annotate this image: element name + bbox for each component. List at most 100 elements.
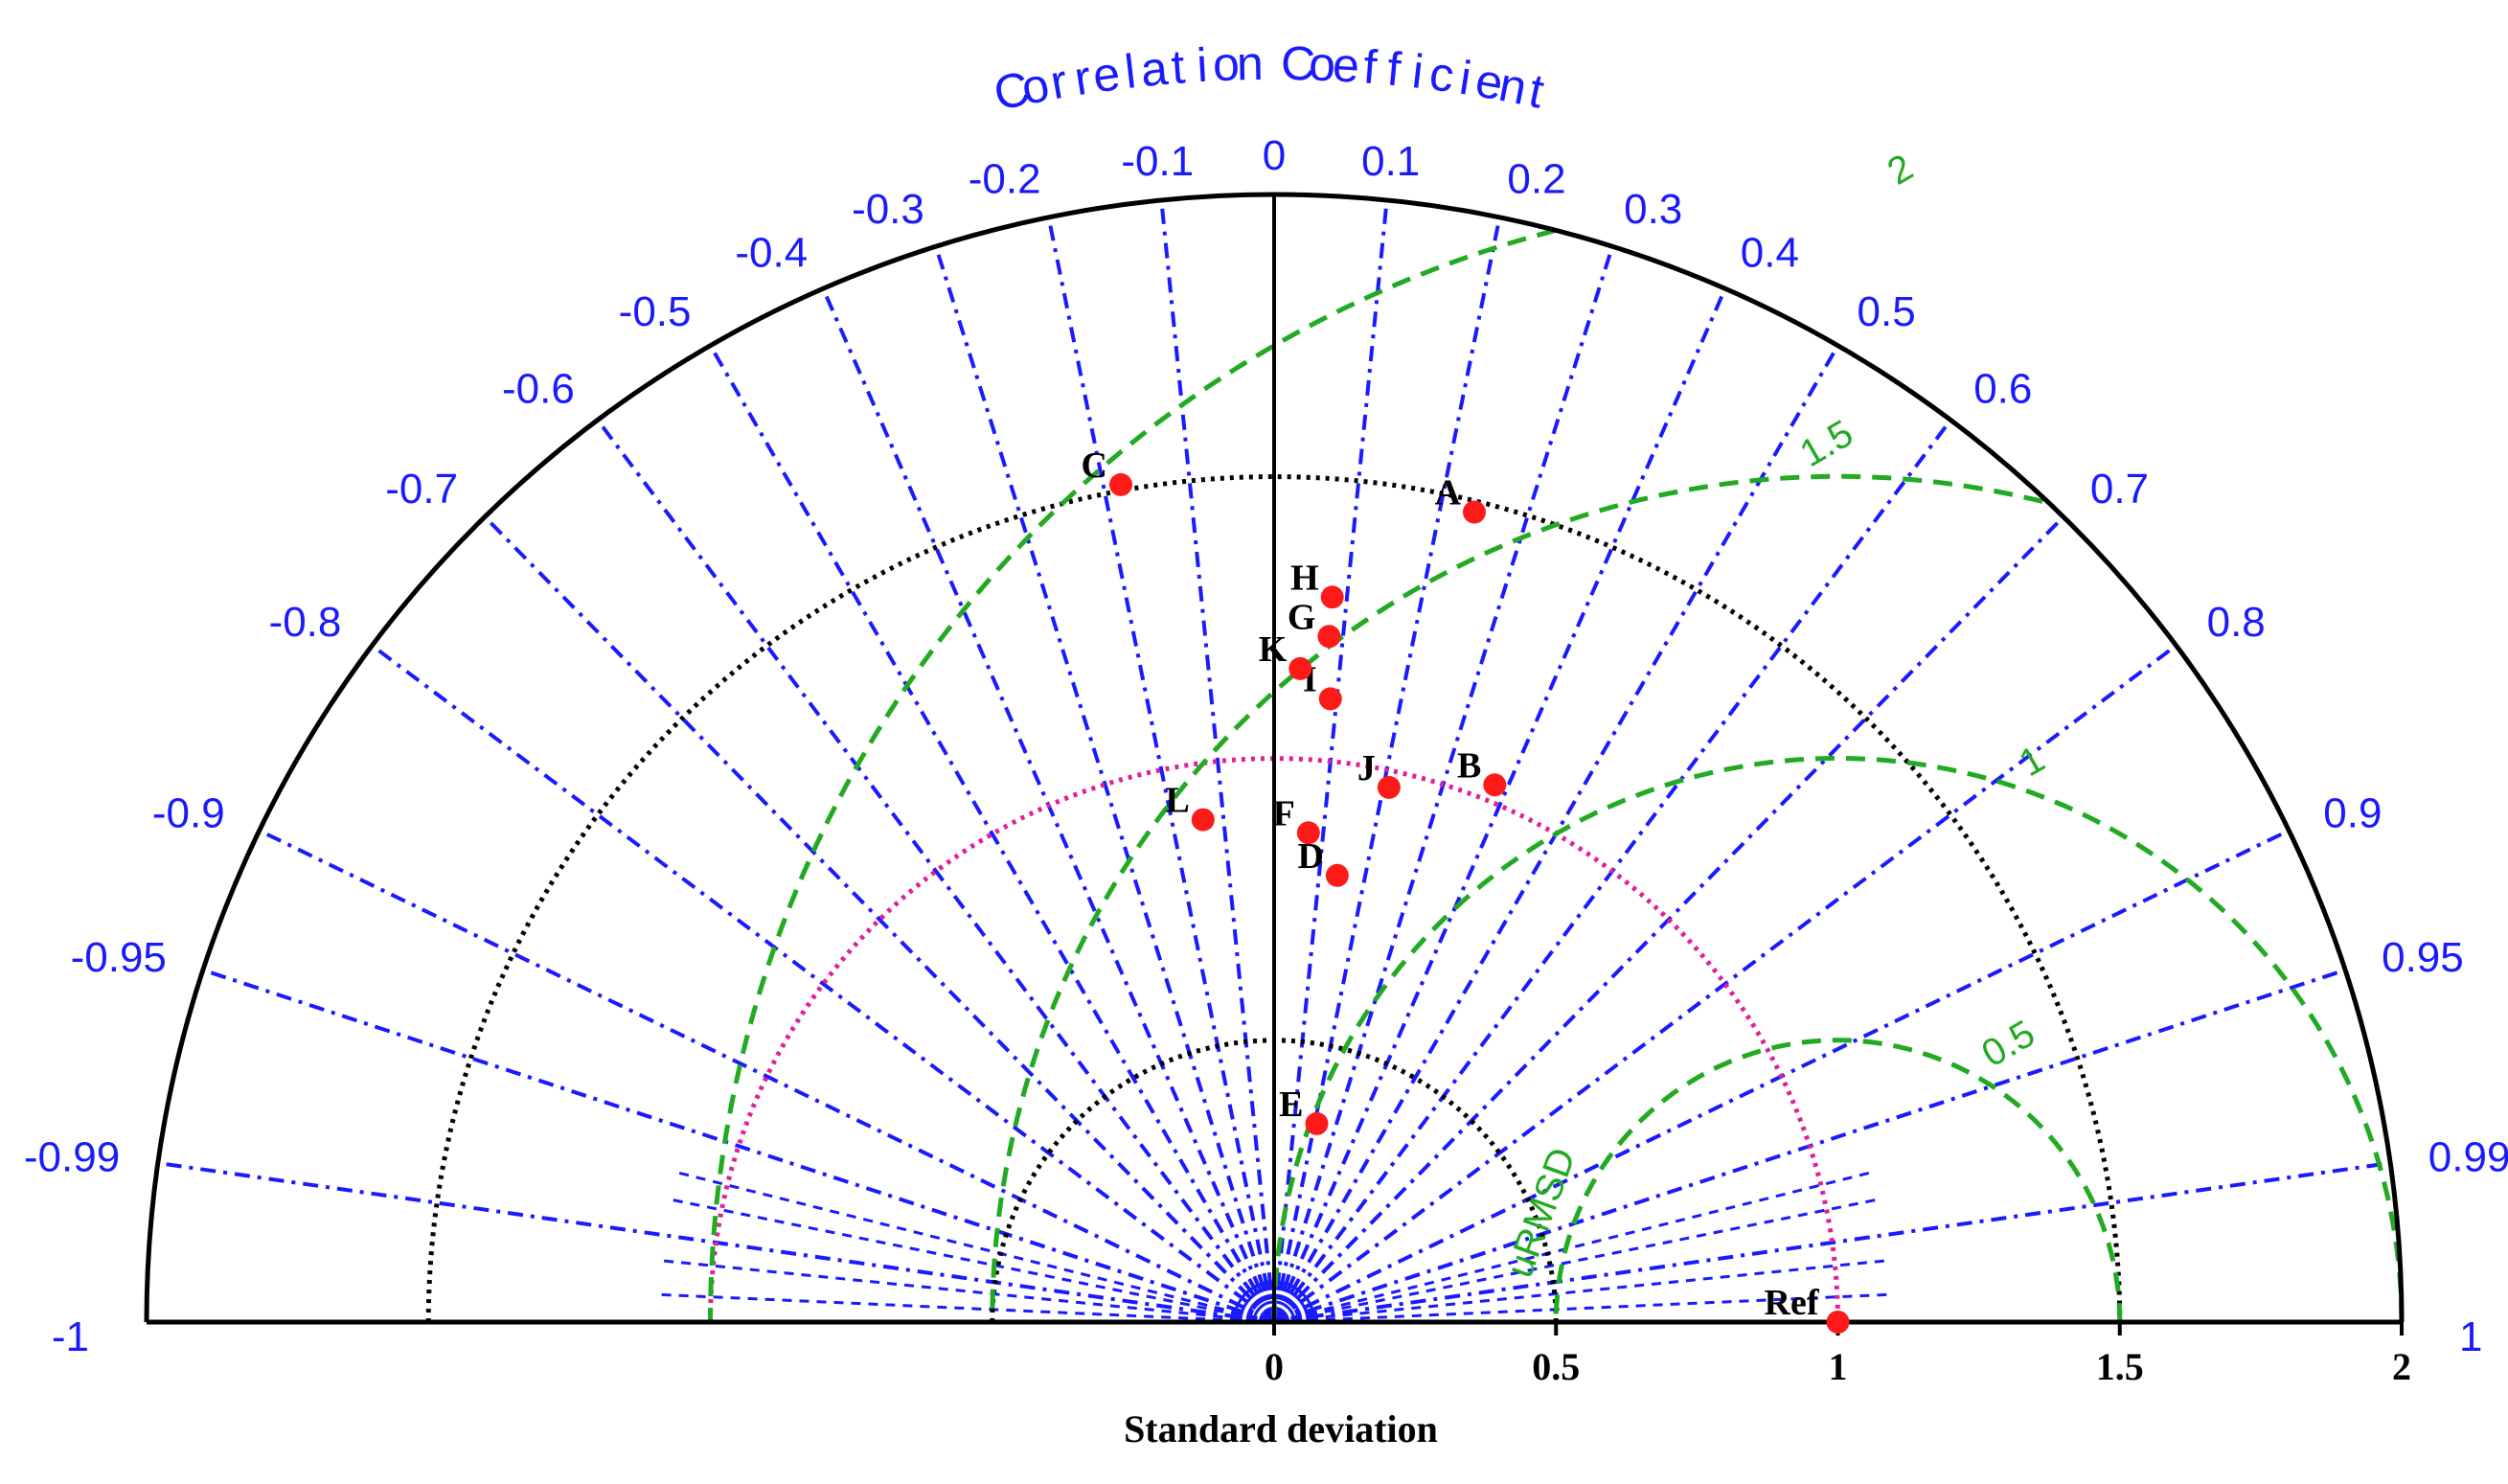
corr-line--0p95 [202, 968, 1275, 1324]
corr-line--0p2 [1046, 217, 1276, 1323]
point-h [1320, 585, 1344, 609]
std-tick-label: 0 [1265, 1345, 1284, 1388]
corr-tick-label: 0.5 [1858, 288, 1916, 335]
axes [144, 192, 2405, 1336]
corr-line--0p9 [258, 829, 1275, 1324]
corr-line-fine [672, 1170, 1275, 1324]
title-char: t [1170, 39, 1187, 94]
corr-tick-label: -0.95 [71, 934, 167, 981]
title-char: n [1236, 36, 1264, 91]
corr-tick-label: 0.95 [2382, 934, 2464, 981]
corr-tick-label: 0 [1263, 132, 1286, 179]
std-tick-labels: 0 0.5 1 1.5 2 [1265, 1345, 2411, 1388]
corr-line--0p3 [933, 245, 1276, 1323]
corr-tick-label: 0.6 [1973, 365, 2032, 412]
rmsd-label-1: 1 [2013, 738, 2052, 785]
point-label-e: E [1279, 1084, 1303, 1125]
title-char: i [1456, 51, 1474, 105]
point-e [1305, 1111, 1329, 1135]
point-label-l: L [1165, 781, 1189, 821]
title-char: C [1281, 36, 1316, 91]
corr-tick-label: 1 [2459, 1313, 2482, 1360]
corr-tick-label: -0.5 [619, 288, 692, 335]
point-label-b: B [1457, 745, 1481, 786]
corr-line-fine [656, 1258, 1275, 1324]
point-ref [1826, 1311, 1850, 1334]
point-l [1191, 808, 1215, 832]
corr-tick-label: 0.9 [2323, 790, 2382, 837]
rmsd-contour-1 [1271, 756, 2405, 1322]
title-char: o [1212, 36, 1241, 91]
point-label-ref: Ref [1765, 1283, 1820, 1323]
corr-line--0p6 [596, 419, 1276, 1324]
title-char: c [1426, 46, 1457, 103]
std-circle-1 [708, 756, 1840, 1323]
corr-tick-label: 0.4 [1741, 230, 1799, 277]
point-label-h: H [1290, 558, 1319, 598]
corr-tick-label: -1 [52, 1313, 89, 1360]
corr-tick-label: 0.2 [1507, 156, 1565, 203]
rmsd-axis-label: uRMSD [1498, 1142, 1584, 1283]
title-char: f [1361, 39, 1379, 94]
point-label-k: K [1259, 629, 1288, 670]
rmsd-label-1p5: 1.5 [1793, 412, 1860, 475]
corr-tick-label: -0.9 [152, 790, 225, 837]
corr-tick-label: 0.7 [2090, 466, 2149, 513]
point-b [1483, 773, 1507, 797]
title-char: l [1122, 44, 1138, 99]
point-c [1109, 472, 1132, 496]
corr-tick-label: 0.1 [1361, 138, 1420, 185]
title-char: e [1332, 37, 1361, 92]
point-j [1377, 775, 1401, 799]
corr-tick-label: 0.8 [2207, 599, 2266, 646]
corr-tick-label: -0.6 [502, 365, 575, 412]
corr-tick-label: -0.7 [385, 466, 458, 513]
corr-line-0p8 [1272, 644, 2177, 1324]
rmsd-contours: 0.5 1 1.5 2 uRMSD [708, 147, 2405, 1323]
point-i [1318, 687, 1342, 711]
point-f [1296, 821, 1320, 845]
title-char: f [1385, 41, 1403, 96]
point-g [1317, 625, 1341, 649]
title-char: e [1089, 46, 1123, 103]
title-char: i [1196, 38, 1209, 93]
std-tick-label: 1 [1829, 1345, 1848, 1388]
rmsd-label-0p5: 0.5 [1974, 1013, 2041, 1076]
corr-line-0p99 [1273, 1160, 2391, 1324]
point-label-a: A [1435, 473, 1462, 514]
title-char: o [1308, 36, 1336, 91]
title-char: i [1409, 44, 1425, 99]
rmsd-contour-1p5 [990, 473, 2043, 1322]
corr-line--0p7 [483, 515, 1276, 1324]
title-char: a [1138, 41, 1170, 97]
corr-tick-label: -0.2 [969, 156, 1041, 203]
point-a [1463, 500, 1486, 524]
correlation-tick-labels: -1 -0.99 -0.95 -0.9 -0.8 -0.7 -0.6 -0.5 -0.4 -0.3… [24, 132, 2508, 1360]
corr-tick-label: 0.3 [1624, 186, 1682, 233]
std-tick-label: 2 [2392, 1345, 2411, 1388]
corr-line-0p4 [1272, 287, 1727, 1323]
point-k [1288, 656, 1312, 680]
x-axis-title: Standard deviation [1124, 1407, 1438, 1450]
corr-line--0p5 [708, 344, 1276, 1324]
corr-tick-label: -0.1 [1121, 138, 1194, 185]
point-label-c: C [1082, 445, 1107, 486]
rmsd-contour-2 [708, 228, 1557, 1322]
corr-tick-label: 0.99 [2428, 1133, 2508, 1180]
rmsd-contour-0p5 [1553, 1038, 2123, 1323]
point-d [1325, 863, 1349, 887]
point-label-j: J [1357, 748, 1376, 788]
rmsd-label-2: 2 [1881, 147, 1920, 194]
corr-tick-label: -0.4 [735, 230, 808, 277]
point-label-f: F [1273, 793, 1295, 833]
corr-line--0p8 [371, 644, 1276, 1324]
point-label-g: G [1288, 597, 1316, 637]
corr-tick-label: -0.99 [24, 1133, 120, 1180]
corr-tick-label: -0.8 [269, 599, 342, 646]
corr-line-fine [666, 1197, 1275, 1324]
std-tick-label: 1.5 [2096, 1345, 2144, 1388]
corr-tick-label: -0.3 [852, 186, 924, 233]
